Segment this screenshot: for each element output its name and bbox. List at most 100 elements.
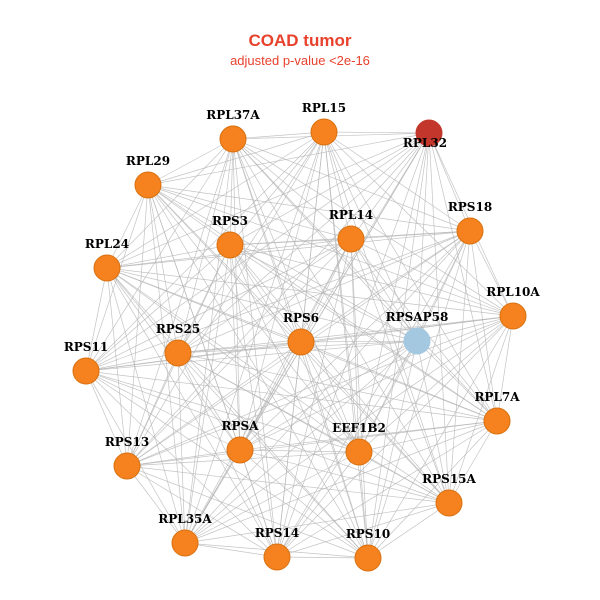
- edge: [106, 267, 514, 317]
- edge: [106, 184, 149, 269]
- edge: [496, 315, 514, 422]
- edge: [358, 340, 418, 453]
- edge: [177, 352, 241, 451]
- edge: [350, 238, 369, 559]
- edge: [239, 131, 325, 451]
- edge: [184, 502, 450, 544]
- edge: [367, 315, 514, 559]
- edge: [184, 542, 278, 558]
- edge: [300, 341, 450, 504]
- edge: [106, 267, 278, 558]
- node-label-RPS15A: RPS15A: [422, 472, 476, 486]
- node-label-RPL10A: RPL10A: [486, 285, 540, 299]
- edge: [106, 132, 430, 269]
- edge: [276, 230, 471, 558]
- edge: [448, 315, 514, 504]
- edge: [106, 138, 234, 269]
- edge: [147, 184, 231, 246]
- edge: [323, 131, 369, 559]
- edge: [184, 131, 325, 544]
- edge: [229, 244, 278, 558]
- edge: [126, 352, 179, 467]
- edge: [358, 451, 450, 504]
- node-EEF1B2: [345, 438, 373, 466]
- edge: [126, 449, 241, 467]
- edge: [300, 341, 360, 453]
- edge: [358, 451, 369, 559]
- edge: [147, 184, 352, 240]
- edge: [177, 341, 302, 354]
- edge: [416, 340, 450, 504]
- edge: [239, 449, 450, 504]
- edge: [428, 132, 498, 422]
- edge: [126, 341, 302, 467]
- edge: [184, 340, 418, 544]
- node-label-RPS13: RPS13: [105, 435, 149, 449]
- edge: [85, 370, 241, 451]
- nodes-layer: [72, 118, 527, 572]
- node-label-RPS3: RPS3: [212, 214, 248, 228]
- edge: [85, 370, 128, 467]
- edge: [184, 230, 471, 544]
- node-RPL24: [93, 254, 121, 282]
- edge: [106, 244, 231, 269]
- edge: [448, 420, 498, 504]
- edge: [367, 340, 418, 559]
- node-RPL10A: [499, 302, 527, 330]
- edge: [177, 352, 450, 504]
- edge: [367, 502, 450, 559]
- edge: [232, 138, 352, 240]
- chart-subtitle: adjusted p-value <2e-16: [230, 53, 370, 68]
- edge: [239, 230, 471, 451]
- node-label-RPS6: RPS6: [283, 311, 319, 325]
- node-RPS25: [164, 339, 192, 367]
- edge: [106, 267, 179, 354]
- node-label-RPS25: RPS25: [156, 322, 200, 336]
- edge: [232, 138, 471, 232]
- edge: [239, 449, 369, 559]
- edge: [416, 340, 498, 422]
- edge: [229, 244, 302, 343]
- edge: [126, 132, 430, 467]
- edge: [184, 238, 352, 544]
- edge: [276, 556, 369, 559]
- edge: [232, 138, 360, 453]
- node-RPS14: [263, 543, 291, 571]
- edge: [126, 340, 418, 467]
- node-label-RPS10: RPS10: [346, 527, 390, 541]
- edge: [232, 138, 241, 451]
- edge: [126, 420, 498, 467]
- edge: [323, 131, 430, 134]
- edge: [323, 131, 352, 240]
- edge: [106, 267, 360, 453]
- edge: [229, 244, 498, 422]
- edge: [300, 341, 369, 559]
- edge: [184, 420, 498, 544]
- edge: [323, 131, 450, 504]
- edge: [350, 230, 471, 240]
- edge: [350, 238, 360, 453]
- edge: [323, 131, 514, 317]
- node-RPS10: [354, 544, 382, 572]
- edge: [177, 131, 325, 354]
- edge: [85, 370, 369, 559]
- edge: [177, 352, 369, 559]
- edge: [85, 370, 498, 422]
- edge: [232, 138, 498, 422]
- edge: [323, 131, 471, 232]
- edge: [276, 502, 450, 558]
- edge: [416, 315, 514, 342]
- node-label-RPS18: RPS18: [448, 200, 492, 214]
- edge: [126, 138, 234, 467]
- edge: [126, 131, 325, 467]
- edge: [147, 184, 179, 354]
- node-RPS3: [216, 231, 244, 259]
- edge: [126, 465, 450, 504]
- edge: [85, 138, 234, 372]
- edge: [276, 238, 352, 558]
- node-RPL35A: [171, 529, 199, 557]
- edge: [85, 352, 179, 372]
- edge: [147, 132, 430, 186]
